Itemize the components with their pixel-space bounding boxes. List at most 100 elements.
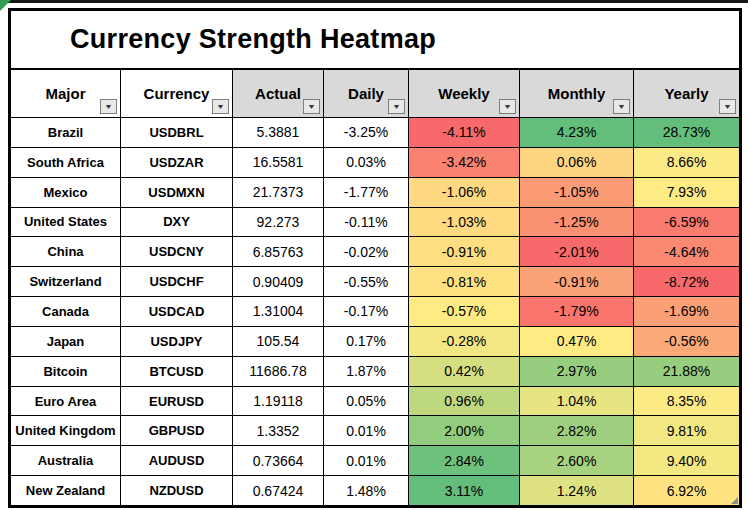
yearly-cell[interactable]: 28.73%	[634, 118, 739, 147]
actual-cell[interactable]: 1.3352	[233, 416, 324, 445]
daily-cell[interactable]: -1.77%	[324, 178, 409, 207]
yearly-cell[interactable]: -8.72%	[634, 267, 739, 296]
monthly-cell[interactable]: -2.01%	[520, 237, 634, 266]
yearly-cell[interactable]: -4.64%	[634, 237, 739, 266]
filter-button-weekly[interactable]: ▼	[499, 99, 516, 114]
monthly-cell[interactable]: 2.97%	[520, 357, 634, 386]
monthly-cell[interactable]: -1.25%	[520, 208, 634, 237]
yearly-cell[interactable]: 9.81%	[634, 416, 739, 445]
weekly-cell[interactable]: 2.00%	[409, 416, 520, 445]
yearly-cell[interactable]: 8.66%	[634, 148, 739, 177]
weekly-cell[interactable]: 0.42%	[409, 357, 520, 386]
yearly-cell[interactable]: -6.59%	[634, 208, 739, 237]
major-cell[interactable]: United States	[11, 208, 121, 237]
daily-cell[interactable]: 0.01%	[324, 446, 409, 475]
monthly-cell[interactable]: 2.82%	[520, 416, 634, 445]
currency-cell[interactable]: EURUSD	[121, 387, 233, 416]
major-cell[interactable]: New Zealand	[11, 476, 121, 505]
daily-cell[interactable]: 0.05%	[324, 387, 409, 416]
yearly-cell[interactable]: 8.35%	[634, 387, 739, 416]
actual-cell[interactable]: 105.54	[233, 327, 324, 356]
major-cell[interactable]: Switzerland	[11, 267, 121, 296]
major-cell[interactable]: Mexico	[11, 178, 121, 207]
monthly-cell[interactable]: 1.04%	[520, 387, 634, 416]
currency-cell[interactable]: DXY	[121, 208, 233, 237]
yearly-cell[interactable]: -0.56%	[634, 327, 739, 356]
weekly-cell[interactable]: -0.28%	[409, 327, 520, 356]
actual-cell[interactable]: 1.19118	[233, 387, 324, 416]
currency-cell[interactable]: USDCHF	[121, 267, 233, 296]
currency-cell[interactable]: USDCAD	[121, 297, 233, 326]
weekly-cell[interactable]: -4.11%	[409, 118, 520, 147]
weekly-cell[interactable]: -1.06%	[409, 178, 520, 207]
monthly-cell[interactable]: 2.60%	[520, 446, 634, 475]
major-cell[interactable]: Euro Area	[11, 387, 121, 416]
daily-cell[interactable]: 0.01%	[324, 416, 409, 445]
currency-cell[interactable]: USDMXN	[121, 178, 233, 207]
monthly-cell[interactable]: -1.05%	[520, 178, 634, 207]
weekly-cell[interactable]: -1.03%	[409, 208, 520, 237]
actual-cell[interactable]: 6.85763	[233, 237, 324, 266]
daily-cell[interactable]: -0.11%	[324, 208, 409, 237]
actual-cell[interactable]: 0.67424	[233, 476, 324, 505]
actual-cell[interactable]: 92.273	[233, 208, 324, 237]
major-cell[interactable]: Australia	[11, 446, 121, 475]
major-cell[interactable]: Japan	[11, 327, 121, 356]
weekly-cell[interactable]: -0.81%	[409, 267, 520, 296]
actual-cell[interactable]: 5.3881	[233, 118, 324, 147]
daily-cell[interactable]: -0.55%	[324, 267, 409, 296]
monthly-cell[interactable]: 0.06%	[520, 148, 634, 177]
filter-button-monthly[interactable]: ▼	[613, 99, 630, 114]
daily-cell[interactable]: 1.48%	[324, 476, 409, 505]
weekly-cell[interactable]: -0.91%	[409, 237, 520, 266]
major-cell[interactable]: Bitcoin	[11, 357, 121, 386]
weekly-cell[interactable]: 2.84%	[409, 446, 520, 475]
actual-cell[interactable]: 11686.78	[233, 357, 324, 386]
currency-cell[interactable]: NZDUSD	[121, 476, 233, 505]
currency-cell[interactable]: USDCNY	[121, 237, 233, 266]
filter-button-actual[interactable]: ▼	[303, 99, 320, 114]
major-cell[interactable]: Brazil	[11, 118, 121, 147]
filter-button-major[interactable]: ▼	[100, 99, 117, 114]
yearly-cell[interactable]: 9.40%	[634, 446, 739, 475]
weekly-cell[interactable]: -0.57%	[409, 297, 520, 326]
weekly-cell[interactable]: -3.42%	[409, 148, 520, 177]
major-cell[interactable]: China	[11, 237, 121, 266]
daily-cell[interactable]: 0.03%	[324, 148, 409, 177]
yearly-cell[interactable]: -1.69%	[634, 297, 739, 326]
weekly-cell[interactable]: 3.11%	[409, 476, 520, 505]
weekly-cell[interactable]: 0.96%	[409, 387, 520, 416]
currency-cell[interactable]: USDBRL	[121, 118, 233, 147]
daily-cell[interactable]: 0.17%	[324, 327, 409, 356]
monthly-cell[interactable]: 1.24%	[520, 476, 634, 505]
table-row: JapanUSDJPY105.540.17%-0.28%0.47%-0.56%	[11, 327, 739, 357]
monthly-cell[interactable]: -0.91%	[520, 267, 634, 296]
daily-cell[interactable]: -0.02%	[324, 237, 409, 266]
actual-cell[interactable]: 16.5581	[233, 148, 324, 177]
currency-cell[interactable]: AUDUSD	[121, 446, 233, 475]
currency-cell[interactable]: USDZAR	[121, 148, 233, 177]
filter-button-currency[interactable]: ▼	[212, 99, 229, 114]
daily-cell[interactable]: -0.17%	[324, 297, 409, 326]
major-cell[interactable]: South Africa	[11, 148, 121, 177]
actual-cell[interactable]: 0.73664	[233, 446, 324, 475]
currency-cell[interactable]: BTCUSD	[121, 357, 233, 386]
filter-button-daily[interactable]: ▼	[388, 99, 405, 114]
currency-cell[interactable]: USDJPY	[121, 327, 233, 356]
daily-cell[interactable]: 1.87%	[324, 357, 409, 386]
range-resize-handle-icon[interactable]	[731, 497, 738, 504]
yearly-cell[interactable]: 6.92%	[634, 476, 739, 505]
actual-cell[interactable]: 0.90409	[233, 267, 324, 296]
yearly-cell[interactable]: 7.93%	[634, 178, 739, 207]
daily-cell[interactable]: -3.25%	[324, 118, 409, 147]
filter-button-yearly[interactable]: ▼	[719, 99, 736, 114]
actual-cell[interactable]: 21.7373	[233, 178, 324, 207]
monthly-cell[interactable]: 0.47%	[520, 327, 634, 356]
major-cell[interactable]: Canada	[11, 297, 121, 326]
monthly-cell[interactable]: 4.23%	[520, 118, 634, 147]
major-cell[interactable]: United Kingdom	[11, 416, 121, 445]
yearly-cell[interactable]: 21.88%	[634, 357, 739, 386]
actual-cell[interactable]: 1.31004	[233, 297, 324, 326]
monthly-cell[interactable]: -1.79%	[520, 297, 634, 326]
currency-cell[interactable]: GBPUSD	[121, 416, 233, 445]
